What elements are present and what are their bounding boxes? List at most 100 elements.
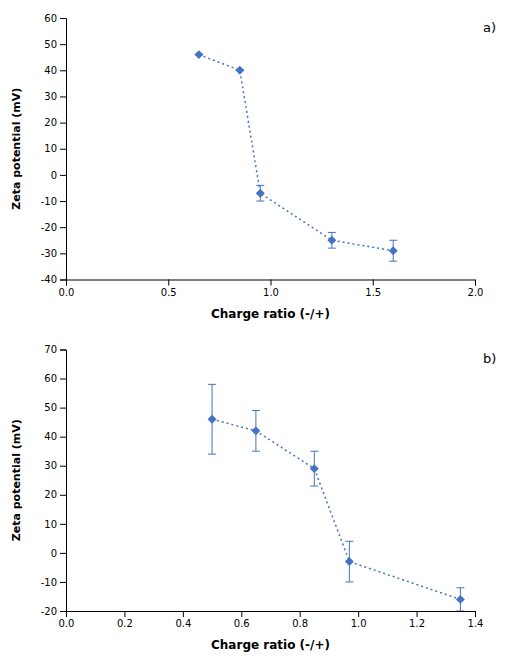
y-axis-title: Zeta potential (mV): [10, 88, 23, 210]
error-bar: [389, 240, 397, 261]
tick: -20: [41, 606, 66, 617]
tick: 40: [44, 65, 66, 76]
tick-mark: [60, 227, 66, 228]
tick-mark: [60, 149, 66, 150]
tick-label: 0.0: [59, 287, 75, 298]
point: [256, 189, 265, 198]
tick-label: 60: [44, 373, 57, 384]
tick-label: -10: [41, 196, 57, 207]
panel-label: b): [483, 351, 496, 366]
point: [389, 246, 398, 255]
tick-mark: [60, 96, 66, 97]
tick: 60: [44, 373, 66, 384]
tick-mark: [60, 175, 66, 176]
tick-label: 50: [44, 402, 57, 413]
tick-mark: [300, 611, 301, 617]
tick-mark: [60, 350, 66, 351]
tick-mark: [60, 553, 66, 554]
tick-label: 0.2: [117, 618, 133, 629]
line: [212, 419, 460, 599]
tick-mark: [60, 280, 66, 281]
tick-label: 10: [44, 519, 57, 530]
tick-label: 30: [44, 91, 57, 102]
tick: 0.4: [175, 611, 191, 629]
axis-line: [60, 350, 67, 612]
error-cap: [310, 486, 318, 487]
tick-mark: [60, 495, 66, 496]
x-axis-title: Charge ratio (-/+): [211, 638, 330, 652]
error-cap: [256, 201, 264, 202]
tick-label: 50: [44, 39, 57, 50]
tick-mark: [183, 611, 184, 617]
error-bars: [208, 384, 464, 611]
tick-label: 40: [44, 431, 57, 442]
tick-mark: [60, 44, 66, 45]
point: [208, 415, 217, 424]
point: [194, 50, 203, 59]
tick-label: -40: [41, 274, 57, 285]
tick-mark: [60, 437, 66, 438]
tick-label: 0.6: [234, 618, 250, 629]
tick: 1.2: [409, 611, 425, 629]
tick: 30: [44, 91, 66, 102]
points: [208, 415, 465, 604]
tick-mark: [475, 280, 476, 286]
error-cap: [456, 611, 464, 612]
tick-label: 40: [44, 65, 57, 76]
tick: 0: [51, 548, 66, 559]
point: [251, 426, 260, 435]
tick-mark: [475, 611, 476, 617]
tick-label: 20: [44, 117, 57, 128]
tick-label: 70: [44, 344, 57, 355]
tick-mark: [60, 253, 66, 254]
error-cap: [345, 581, 353, 582]
tick-label: 0: [51, 548, 57, 559]
axis-line: [67, 280, 476, 286]
error-bar: [456, 588, 464, 611]
axis: 0.00.20.40.60.81.01.21.4: [59, 611, 484, 629]
figure: 0.00.51.01.52.0-40-30-20-100102030405060…: [0, 0, 511, 663]
plot-area: [208, 384, 465, 611]
axis: -40-30-20-100102030405060: [41, 13, 67, 286]
error-cap: [310, 451, 318, 452]
point: [327, 236, 336, 245]
tick-mark: [60, 582, 66, 583]
axis: 0.00.51.01.52.0: [59, 280, 484, 298]
axis-line: [60, 19, 67, 281]
tick: 1.4: [468, 611, 484, 629]
tick: 0.2: [117, 611, 133, 629]
tick: 1.0: [263, 280, 279, 298]
tick-mark: [60, 524, 66, 525]
tick: 40: [44, 431, 66, 442]
error-cap: [328, 232, 336, 233]
plot-area: [194, 50, 397, 261]
tick: 50: [44, 402, 66, 413]
panel: 0.00.51.01.52.0-40-30-20-100102030405060…: [10, 13, 496, 321]
tick-label: 20: [44, 489, 57, 500]
error-cap: [456, 587, 464, 588]
tick-mark: [60, 379, 66, 380]
tick: -10: [41, 577, 66, 588]
error-cap: [345, 541, 353, 542]
error-bar: [345, 541, 353, 582]
tick-label: 1.4: [468, 618, 484, 629]
tick-label: 1.0: [263, 287, 279, 298]
tick-mark: [60, 408, 66, 409]
tick-label: 1.5: [365, 287, 381, 298]
tick-label: 0: [51, 170, 57, 181]
tick-mark: [124, 611, 125, 617]
axis-line: [67, 612, 476, 618]
tick-label: 10: [44, 143, 57, 154]
axis: -20-10010203040506070: [41, 344, 67, 617]
point: [345, 557, 354, 566]
tick: 0.6: [234, 611, 250, 629]
tick: 50: [44, 39, 66, 50]
tick: 20: [44, 489, 66, 500]
tick-mark: [60, 123, 66, 124]
points: [194, 50, 397, 255]
tick-label: 0.0: [59, 618, 75, 629]
panel: 0.00.20.40.60.81.01.21.4-20-100102030405…: [10, 344, 496, 652]
tick: -10: [41, 196, 66, 207]
y-axis-title: Zeta potential (mV): [10, 419, 23, 541]
error-cap: [252, 410, 260, 411]
